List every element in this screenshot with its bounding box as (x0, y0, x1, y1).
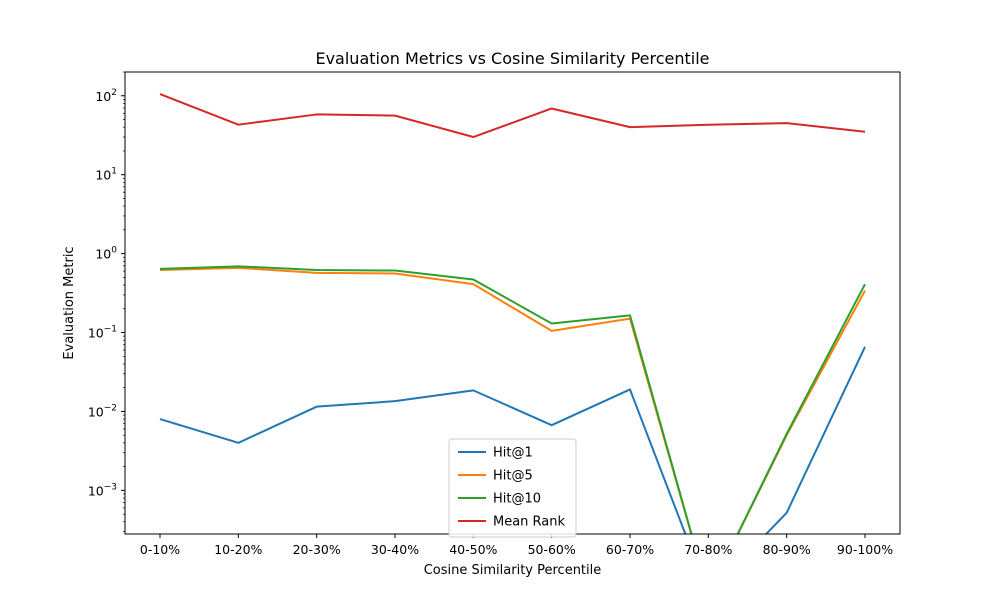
y-tick-label: 10−2 (88, 403, 117, 419)
x-tick-label: 30-40% (371, 542, 419, 557)
legend-label: Hit@5 (493, 469, 533, 484)
chart-title: Evaluation Metrics vs Cosine Similarity … (315, 49, 709, 68)
legend-box (448, 438, 577, 538)
legend-label: Mean Rank (493, 515, 566, 530)
x-tick-label: 0-10% (140, 542, 180, 557)
legend: Hit@1 Hit@5 Hit@10 Mean Rank (448, 438, 577, 538)
x-axis: 0-10% 10-20% 20-30% 30-40% 40-50% 50-60% 60-70… (140, 534, 893, 557)
y-tick-label: 100 (95, 246, 117, 262)
y-tick-label: 10−3 (88, 482, 117, 498)
y-axis: 10−3 10−2 10−1 100 101 102 (88, 71, 125, 532)
series-line-hit-10 (159, 265, 866, 534)
y-tick-label: 10−1 (88, 325, 117, 341)
x-axis-label: Cosine Similarity Percentile (424, 563, 602, 578)
series-line-hit-1 (159, 346, 866, 534)
legend-label: Hit@1 (493, 446, 533, 461)
y-tick-label: 102 (95, 88, 117, 104)
x-tick-label: 40-50% (449, 542, 497, 557)
x-tick-label: 20-30% (293, 542, 341, 557)
x-tick-label: 10-20% (214, 542, 262, 557)
y-axis-label: Evaluation Metric (62, 246, 77, 359)
legend-label: Hit@10 (493, 492, 541, 507)
x-tick-label: 60-70% (606, 542, 654, 557)
x-tick-label: 80-90% (763, 542, 811, 557)
series-layer (159, 93, 866, 534)
y-tick-label: 101 (95, 167, 117, 183)
series-line-mean-rank (159, 93, 866, 139)
x-tick-label: 90-100% (837, 542, 893, 557)
x-tick-label: 50-60% (528, 542, 576, 557)
x-tick-label: 70-80% (684, 542, 732, 557)
